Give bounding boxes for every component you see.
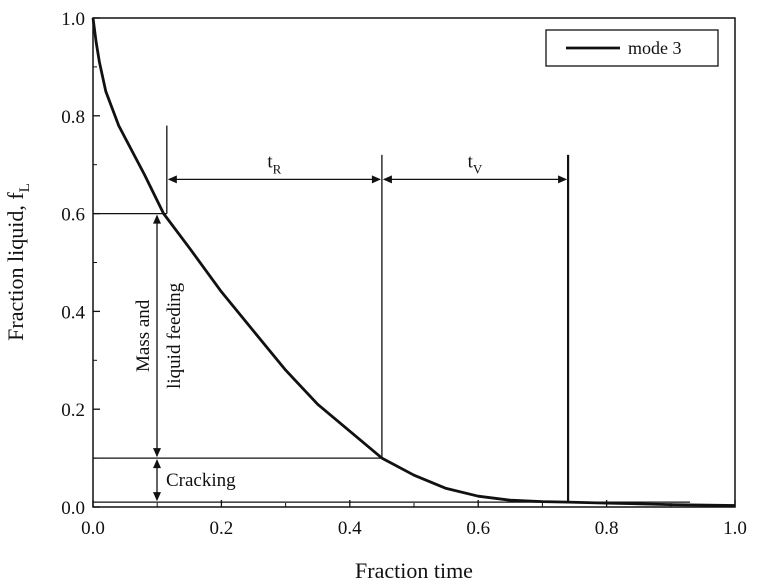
- label-tr: tR: [267, 151, 281, 176]
- label-tv-main: t: [468, 151, 474, 172]
- legend: mode 3: [545, 29, 719, 67]
- x-tick-label: 0.8: [595, 518, 619, 539]
- x-tick-label: 0.4: [338, 518, 362, 539]
- label-tv-subscript: V: [473, 161, 483, 176]
- arrowhead-tr-right: [371, 175, 381, 184]
- plot-frame: [92, 17, 736, 508]
- y-tick-label: 0.0: [61, 498, 85, 519]
- label-mass-feeding-line2: liquid feeding: [164, 282, 185, 389]
- label-mass-feeding-line1: Mass and: [133, 299, 154, 372]
- y-axis-title: Fraction liquid, fL: [3, 183, 33, 341]
- label-tr-main: t: [267, 151, 273, 172]
- label-tr-subscript: R: [273, 161, 282, 176]
- y-tick-label: 1.0: [61, 9, 85, 30]
- x-tick-label: 0.0: [81, 518, 105, 539]
- arrowhead-cracking-up: [153, 459, 161, 469]
- y-tick-label: 0.6: [61, 205, 85, 226]
- y-axis-title-main: Fraction liquid, f: [3, 192, 28, 341]
- y-tick-label: 0.8: [61, 107, 85, 128]
- arrowhead-mass-up: [153, 214, 161, 224]
- arrowhead-tv-right: [558, 175, 568, 184]
- arrowhead-tv-left: [382, 175, 392, 184]
- y-axis-ticks: 0.0 0.2 0.4 0.6 0.8 1.0: [61, 9, 100, 519]
- arrowhead-tr-left: [167, 175, 177, 184]
- arrowhead-mass-down: [153, 448, 161, 458]
- y-tick-label: 0.4: [61, 302, 85, 323]
- x-tick-label: 1.0: [723, 518, 747, 539]
- series-line-mode-3: [91, 17, 736, 507]
- x-tick-label: 0.2: [210, 518, 234, 539]
- x-axis-ticks: 0.0 0.2 0.4 0.6 0.8 1.0: [81, 500, 747, 539]
- label-cracking: Cracking: [166, 470, 236, 491]
- x-tick-label: 0.6: [466, 518, 490, 539]
- y-tick-label: 0.2: [61, 400, 85, 421]
- y-axis-title-subscript: L: [17, 183, 33, 192]
- legend-label: mode 3: [628, 38, 682, 58]
- arrowhead-cracking-down: [153, 492, 161, 502]
- label-tv: tV: [468, 151, 483, 176]
- x-axis-title: Fraction time: [355, 558, 473, 583]
